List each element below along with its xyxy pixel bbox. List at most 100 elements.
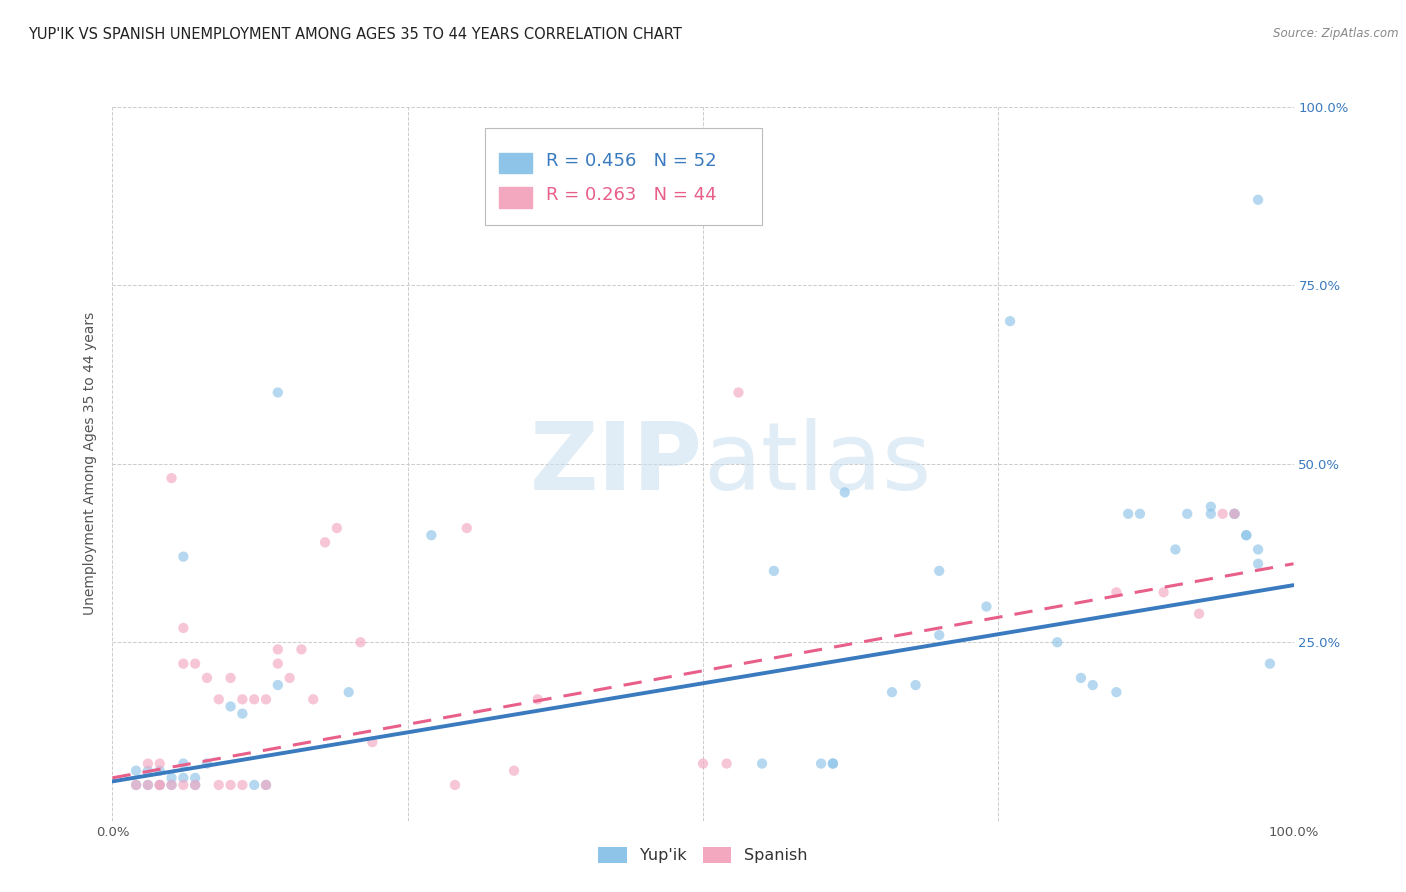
Point: [1223, 507, 1246, 521]
Point: [184, 657, 207, 671]
Point: [1247, 542, 1270, 557]
Point: [1116, 507, 1139, 521]
Point: [337, 685, 360, 699]
Point: [1223, 507, 1246, 521]
Point: [243, 778, 266, 792]
Point: [727, 385, 749, 400]
Point: [160, 778, 183, 792]
Point: [526, 692, 548, 706]
Point: [928, 628, 950, 642]
Point: [136, 778, 159, 792]
Point: [184, 771, 207, 785]
Point: [1199, 507, 1222, 521]
Point: [208, 778, 231, 792]
Point: [1105, 585, 1128, 599]
Point: [998, 314, 1021, 328]
Point: [444, 778, 467, 792]
Point: [302, 692, 325, 706]
Point: [1175, 507, 1198, 521]
Point: [136, 756, 159, 771]
Point: [267, 385, 290, 400]
Point: [1129, 507, 1152, 521]
Text: atlas: atlas: [703, 417, 931, 510]
Point: [243, 692, 266, 706]
Point: [136, 764, 159, 778]
Point: [231, 778, 253, 792]
Point: [219, 671, 242, 685]
Point: [184, 778, 207, 792]
Point: [326, 521, 349, 535]
Text: R = 0.456   N = 52: R = 0.456 N = 52: [546, 152, 717, 169]
Point: [821, 756, 844, 771]
Point: [172, 756, 194, 771]
Point: [136, 778, 159, 792]
Point: [456, 521, 478, 535]
FancyBboxPatch shape: [499, 153, 531, 173]
Point: [231, 706, 253, 721]
Point: [267, 678, 290, 692]
Point: [254, 778, 277, 792]
Point: [172, 778, 194, 792]
Point: [254, 692, 277, 706]
Point: [160, 771, 183, 785]
Point: [149, 778, 172, 792]
Point: [172, 771, 194, 785]
Point: [1153, 585, 1175, 599]
Point: [184, 778, 207, 792]
Point: [160, 778, 183, 792]
Point: [716, 756, 738, 771]
Point: [125, 778, 148, 792]
Point: [231, 692, 253, 706]
Point: [834, 485, 856, 500]
Point: [762, 564, 785, 578]
Point: [195, 756, 218, 771]
Point: [267, 642, 290, 657]
Point: [880, 685, 903, 699]
Point: [149, 778, 172, 792]
Y-axis label: Unemployment Among Ages 35 to 44 years: Unemployment Among Ages 35 to 44 years: [83, 312, 97, 615]
Point: [1247, 557, 1270, 571]
Point: [195, 671, 218, 685]
Point: [420, 528, 443, 542]
Point: [172, 657, 194, 671]
Point: [314, 535, 336, 549]
Point: [172, 549, 194, 564]
Point: [904, 678, 927, 692]
Point: [160, 471, 183, 485]
Point: [149, 764, 172, 778]
Text: ZIP: ZIP: [530, 417, 703, 510]
Point: [1258, 657, 1281, 671]
Point: [821, 756, 844, 771]
Point: [1223, 507, 1246, 521]
FancyBboxPatch shape: [499, 186, 531, 208]
Point: [1081, 678, 1104, 692]
Point: [278, 671, 301, 685]
Point: [219, 778, 242, 792]
Point: [928, 564, 950, 578]
Point: [172, 621, 194, 635]
Point: [1046, 635, 1069, 649]
Point: [692, 756, 714, 771]
Point: [125, 764, 148, 778]
Point: [208, 692, 231, 706]
FancyBboxPatch shape: [485, 128, 762, 225]
Point: [361, 735, 384, 749]
Point: [1199, 500, 1222, 514]
Point: [1212, 507, 1234, 521]
Legend: Yup'ik, Spanish: Yup'ik, Spanish: [592, 840, 814, 870]
Point: [149, 778, 172, 792]
Point: [810, 756, 832, 771]
Point: [254, 778, 277, 792]
Point: [503, 764, 526, 778]
Point: [1070, 671, 1092, 685]
Point: [1247, 193, 1270, 207]
Point: [976, 599, 998, 614]
Point: [1188, 607, 1211, 621]
Text: R = 0.263   N = 44: R = 0.263 N = 44: [546, 186, 717, 203]
Point: [1105, 685, 1128, 699]
Text: YUP'IK VS SPANISH UNEMPLOYMENT AMONG AGES 35 TO 44 YEARS CORRELATION CHART: YUP'IK VS SPANISH UNEMPLOYMENT AMONG AGE…: [28, 27, 682, 42]
Point: [290, 642, 312, 657]
Point: [1234, 528, 1257, 542]
Point: [1164, 542, 1187, 557]
Point: [125, 778, 148, 792]
